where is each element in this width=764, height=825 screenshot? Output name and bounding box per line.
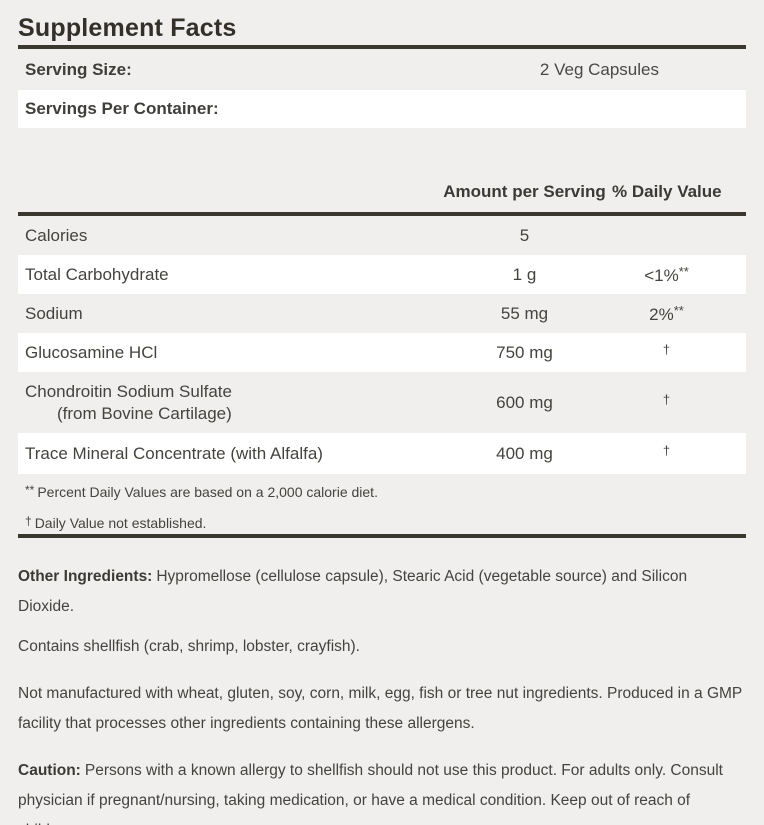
not-manufactured-statement: Not manufactured with wheat, gluten, soy…: [18, 685, 742, 732]
servings-per-container-label: Servings Per Container:: [25, 99, 219, 118]
table-footnotes: ** Percent Daily Values are based on a 2,…: [18, 474, 746, 534]
footnote-daily-values: ** Percent Daily Values are based on a 2,…: [25, 483, 378, 500]
nutrient-name: Calories: [25, 225, 88, 245]
additional-info: Other Ingredients: Hypromellose (cellulos…: [18, 538, 746, 825]
percent-daily-value-header: % Daily Value: [612, 182, 722, 201]
table-row-glucosamine-hcl: Glucosamine HCl 750 mg †: [18, 333, 746, 372]
nutrient-daily-value: †: [662, 391, 671, 407]
nutrient-amount: 5: [519, 225, 530, 245]
table-column-header: Amount per Serving % Daily Value: [18, 128, 746, 212]
nutrient-amount: 400 mg: [496, 443, 553, 463]
nutrient-daily-value: <1%**: [644, 263, 689, 285]
other-ingredients: Other Ingredients: Hypromellose (cellulos…: [18, 568, 688, 615]
nutrient-amount: 750 mg: [496, 342, 553, 362]
nutrient-daily-value: †: [662, 341, 671, 357]
nutrient-name: Sodium: [25, 303, 83, 323]
nutrient-name: Glucosamine HCl: [25, 342, 158, 362]
serving-size-value: 2 Veg Capsules: [539, 59, 659, 79]
table-row-sodium: Sodium 55 mg 2%**: [18, 294, 746, 333]
table-row-calories: Calories 5: [18, 216, 746, 255]
nutrient-name: Trace Mineral Concentrate (with Alfalfa): [25, 443, 323, 463]
amount-per-serving-header: Amount per Serving: [443, 182, 606, 201]
servings-per-container-row: Servings Per Container:: [18, 90, 746, 128]
table-row-trace-mineral-concentrate: Trace Mineral Concentrate (with Alfalfa)…: [18, 433, 746, 474]
nutrient-subname: (from Bovine Cartilage): [57, 403, 232, 423]
table-row-chondroitin-sodium-sulfate: Chondroitin Sodium Sulfate (from Bovine …: [18, 372, 746, 433]
table-row-total-carbohydrate: Total Carbohydrate 1 g <1%**: [18, 255, 746, 294]
nutrient-name: Total Carbohydrate: [25, 264, 169, 284]
bottom-rule: [18, 534, 746, 538]
nutrient-name: Chondroitin Sodium Sulfate: [25, 381, 232, 401]
contains-statement: Contains shellfish (crab, shrimp, lobste…: [18, 638, 360, 655]
caution-label: Caution:: [18, 762, 81, 779]
nutrient-rows: Calories 5 Total Carbohydrate 1 g <1%** …: [18, 216, 746, 474]
caution-statement: Caution: Persons with a known allergy to …: [18, 762, 723, 825]
serving-size-row: Serving Size: 2 Veg Capsules: [18, 49, 746, 90]
nutrient-amount: 1 g: [512, 264, 537, 284]
other-ingredients-label: Other Ingredients:: [18, 568, 153, 585]
label-title: Supplement Facts: [18, 14, 237, 42]
top-rule: [18, 45, 746, 49]
serving-size-label: Serving Size:: [25, 59, 132, 79]
nutrient-amount: 600 mg: [496, 392, 553, 412]
nutrient-amount: 55 mg: [500, 303, 549, 323]
nutrient-daily-value: 2%**: [649, 302, 684, 324]
nutrient-daily-value: †: [662, 442, 671, 458]
header-rule: [18, 212, 746, 216]
footnote-daily-value-not-established: † Daily Value not established.: [25, 514, 207, 531]
